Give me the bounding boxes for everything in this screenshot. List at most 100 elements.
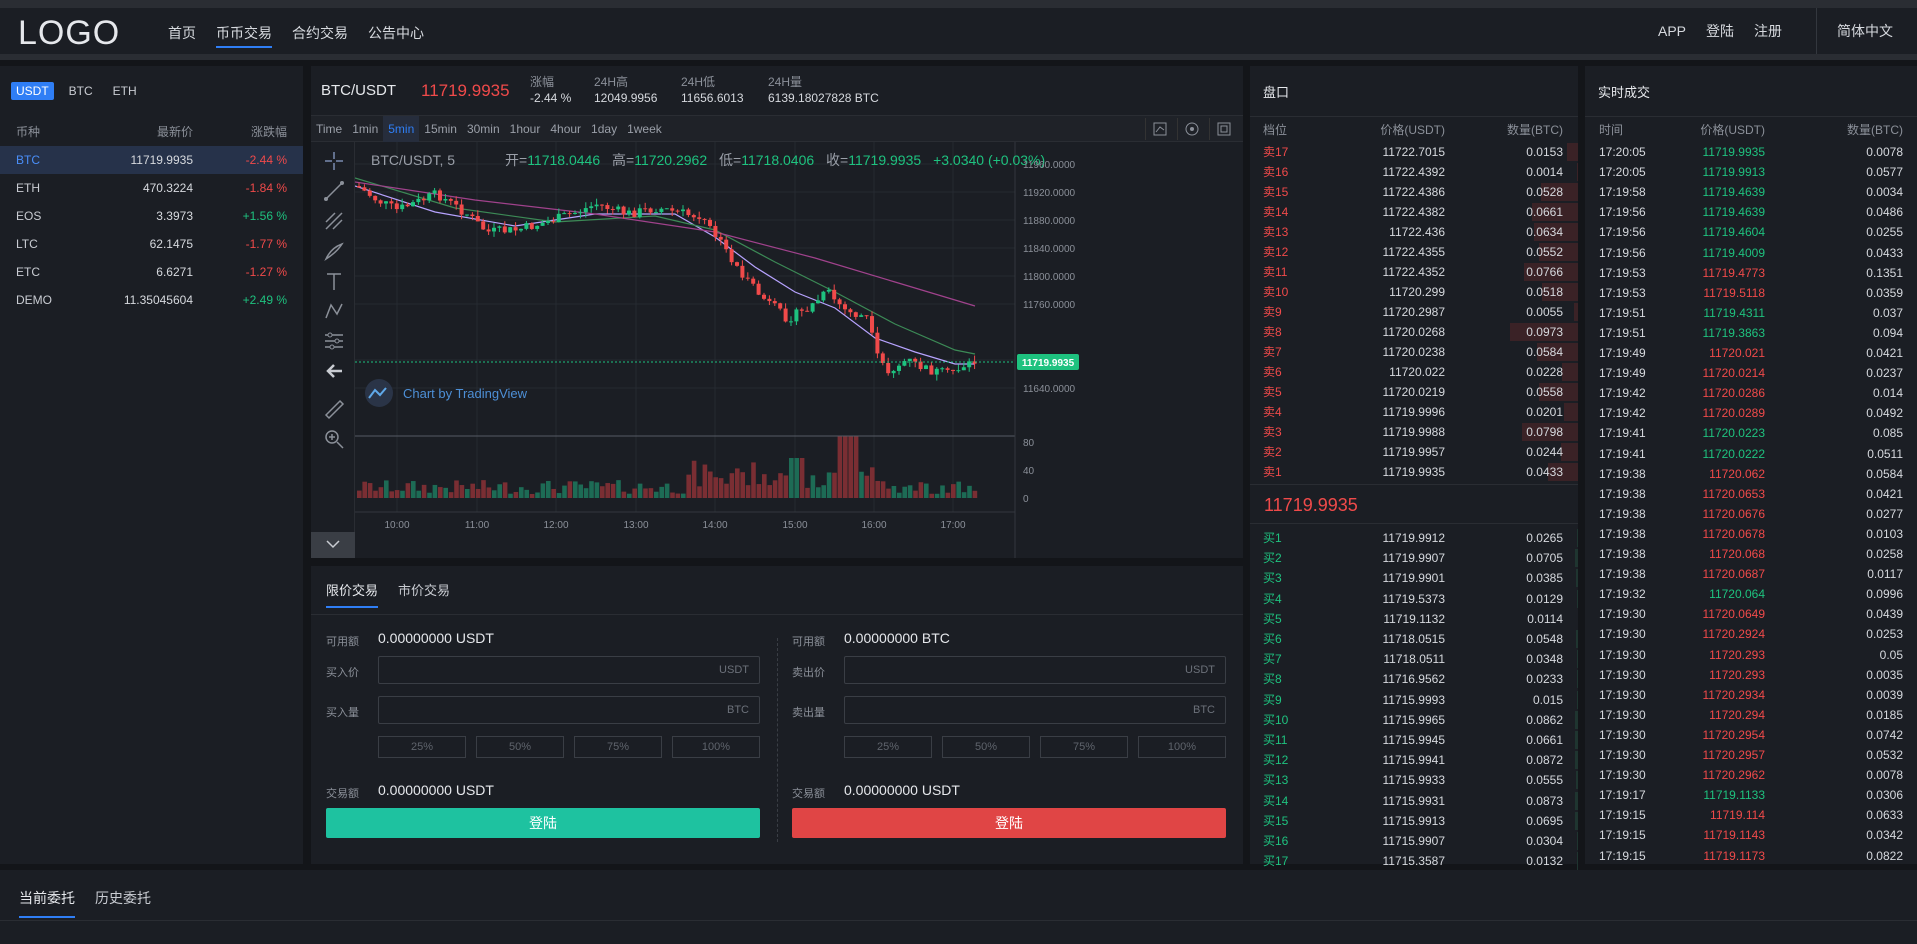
- zoom-icon[interactable]: [323, 428, 345, 450]
- buy-price-input[interactable]: USDT: [378, 656, 760, 684]
- ask-row[interactable]: 卖8 11720.0268 0.0973: [1250, 322, 1578, 342]
- interval-time[interactable]: Time: [316, 122, 343, 136]
- nav-contract-trading[interactable]: 合约交易: [292, 25, 348, 41]
- market-tab-eth[interactable]: ETH: [112, 84, 137, 98]
- bid-row[interactable]: 买3 11719.9901 0.0385: [1250, 568, 1578, 588]
- interval-1day[interactable]: 1day: [591, 122, 618, 136]
- ruler-icon[interactable]: [323, 398, 345, 420]
- ask-row[interactable]: 卖14 11722.4382 0.0661: [1250, 202, 1578, 222]
- pattern-icon[interactable]: [323, 300, 345, 322]
- ask-row[interactable]: 卖17 11722.7015 0.0153: [1250, 142, 1578, 162]
- ask-row[interactable]: 卖10 11720.299 0.0518: [1250, 282, 1578, 302]
- ask-row[interactable]: 卖6 11720.022 0.0228: [1250, 362, 1578, 382]
- sell-login-button[interactable]: 登陆: [792, 808, 1226, 838]
- bid-row[interactable]: 买16 11715.9907 0.0304: [1250, 831, 1578, 851]
- sell-price-input[interactable]: USDT: [844, 656, 1226, 684]
- sell-pct-75[interactable]: 75%: [1040, 736, 1128, 758]
- bid-row[interactable]: 买4 11719.5373 0.0129: [1250, 589, 1578, 609]
- market-row-demo[interactable]: DEMO 11.35045604 +2.49 %: [0, 286, 303, 314]
- bid-row[interactable]: 买15 11715.9913 0.0695: [1250, 811, 1578, 831]
- fib-icon[interactable]: [323, 210, 345, 232]
- bid-row[interactable]: 买10 11715.9965 0.0862: [1250, 710, 1578, 730]
- sell-pct-25[interactable]: 25%: [844, 736, 932, 758]
- indicator-icon[interactable]: [1145, 118, 1173, 140]
- brush-icon[interactable]: [323, 240, 345, 262]
- bid-row[interactable]: 买17 11715.3587 0.0132: [1250, 851, 1578, 871]
- ask-row[interactable]: 卖1 11719.9935 0.0433: [1250, 462, 1578, 482]
- tab-order-history[interactable]: 历史委托: [95, 890, 151, 906]
- buy-pct-25[interactable]: 25%: [378, 736, 466, 758]
- register-link[interactable]: 注册: [1754, 23, 1782, 39]
- trade-row: 17:19:51 11719.4311 0.037: [1599, 305, 1903, 320]
- interval-30min[interactable]: 30min: [466, 122, 500, 136]
- depth-bar: [1537, 343, 1578, 361]
- buy-amount-input[interactable]: BTC: [378, 696, 760, 724]
- tab-market-order[interactable]: 市价交易: [398, 583, 451, 598]
- interval-15min[interactable]: 15min: [424, 122, 457, 136]
- interval-5min[interactable]: 5min: [383, 116, 420, 142]
- ticker-stat-high: 24H高 12049.9956: [594, 75, 658, 105]
- settings-icon[interactable]: [1177, 118, 1205, 140]
- market-row-etc[interactable]: ETC 6.6271 -1.27 %: [0, 258, 303, 286]
- ask-row[interactable]: 卖4 11719.9996 0.0201: [1250, 402, 1578, 422]
- bid-row[interactable]: 买8 11716.9562 0.0233: [1250, 669, 1578, 689]
- ask-row[interactable]: 卖9 11720.2987 0.0055: [1250, 302, 1578, 322]
- bid-row[interactable]: 买13 11715.9933 0.0555: [1250, 770, 1578, 790]
- buy-login-button[interactable]: 登陆: [326, 808, 760, 838]
- market-row-eth[interactable]: ETH 470.3224 -1.84 %: [0, 174, 303, 202]
- market-tab-btc[interactable]: BTC: [68, 84, 93, 98]
- sell-amount-input[interactable]: BTC: [844, 696, 1226, 724]
- ask-row[interactable]: 卖13 11722.436 0.0634: [1250, 222, 1578, 242]
- chevron-down-icon[interactable]: [311, 532, 355, 558]
- bid-row[interactable]: 买11 11715.9945 0.0661: [1250, 730, 1578, 750]
- buy-pct-100[interactable]: 100%: [672, 736, 760, 758]
- ask-row[interactable]: 卖15 11722.4386 0.0528: [1250, 182, 1578, 202]
- crosshair-icon[interactable]: [323, 150, 345, 172]
- bid-row[interactable]: 买9 11715.9993 0.015: [1250, 690, 1578, 710]
- sell-pct-50[interactable]: 50%: [942, 736, 1030, 758]
- interval-1min[interactable]: 1min: [352, 122, 379, 136]
- nav-announcements[interactable]: 公告中心: [368, 25, 424, 41]
- ask-row[interactable]: 卖2 11719.9957 0.0244: [1250, 442, 1578, 462]
- bid-row[interactable]: 买14 11715.9931 0.0873: [1250, 791, 1578, 811]
- market-row-ltc[interactable]: LTC 62.1475 -1.77 %: [0, 230, 303, 258]
- ticker-stat-low: 24H低 11656.6013: [681, 75, 744, 105]
- header: LOGO 首页 币币交易 合约交易 公告中心 APP 登陆 注册 简体中文: [0, 8, 1917, 60]
- ask-row[interactable]: 卖16 11722.4392 0.0014: [1250, 162, 1578, 182]
- sell-pct-100[interactable]: 100%: [1138, 736, 1226, 758]
- ask-row[interactable]: 卖11 11722.4352 0.0766: [1250, 262, 1578, 282]
- bid-row[interactable]: 买6 11718.0515 0.0548: [1250, 629, 1578, 649]
- bid-row[interactable]: 买2 11719.9907 0.0705: [1250, 548, 1578, 568]
- back-arrow-icon[interactable]: [323, 360, 345, 382]
- ask-row[interactable]: 卖12 11722.4355 0.0552: [1250, 242, 1578, 262]
- price-tick: 11960.0000: [1023, 160, 1076, 171]
- login-link[interactable]: 登陆: [1706, 23, 1734, 39]
- tab-limit-order[interactable]: 限价交易: [326, 580, 379, 608]
- fullscreen-icon[interactable]: [1209, 118, 1237, 140]
- buy-pct-50[interactable]: 50%: [476, 736, 564, 758]
- app-link[interactable]: APP: [1657, 23, 1686, 39]
- ask-row[interactable]: 卖3 11719.9988 0.0798: [1250, 422, 1578, 442]
- bid-row[interactable]: 买1 11719.9912 0.0265: [1250, 528, 1578, 548]
- text-tool-icon[interactable]: [323, 270, 345, 292]
- market-row-eos[interactable]: EOS 3.3973 +1.56 %: [0, 202, 303, 230]
- interval-1week[interactable]: 1week: [627, 122, 662, 136]
- nav-home[interactable]: 首页: [168, 25, 196, 41]
- market-row-btc[interactable]: BTC 11719.9935 -2.44 %: [0, 146, 303, 174]
- depth-bar: [1539, 243, 1578, 261]
- interval-4hour[interactable]: 4hour: [550, 122, 582, 136]
- candlestick-chart[interactable]: BTC/USDT, 5 开=11718.0446 高=11720.2962 低=…: [355, 142, 1243, 558]
- bid-row[interactable]: 买5 11719.1132 0.0114: [1263, 611, 1563, 626]
- trend-line-icon[interactable]: [323, 180, 345, 202]
- language-selector[interactable]: 简体中文: [1816, 8, 1917, 54]
- interval-1hour[interactable]: 1hour: [509, 122, 541, 136]
- bid-row[interactable]: 买7 11718.0511 0.0348: [1250, 649, 1578, 669]
- market-tab-usdt[interactable]: USDT: [11, 82, 54, 100]
- prediction-icon[interactable]: [323, 330, 345, 352]
- buy-pct-75[interactable]: 75%: [574, 736, 662, 758]
- tab-current-orders[interactable]: 当前委托: [19, 888, 75, 918]
- bid-row[interactable]: 买12 11715.9941 0.0872: [1250, 750, 1578, 770]
- nav-spot-trading[interactable]: 币币交易: [206, 8, 282, 54]
- ask-row[interactable]: 卖5 11720.0219 0.0558: [1250, 382, 1578, 402]
- ask-row[interactable]: 卖7 11720.0238 0.0584: [1250, 342, 1578, 362]
